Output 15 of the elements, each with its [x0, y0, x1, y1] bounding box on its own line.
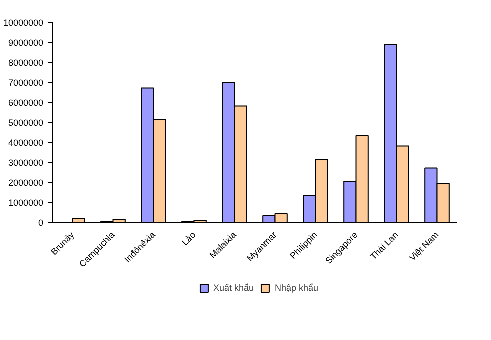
y-tick-label: 4000000: [8, 138, 44, 148]
y-tick-label: 2000000: [8, 178, 44, 188]
y-tick-label: 6000000: [8, 98, 44, 108]
legend-label: Nhập khẩu: [274, 283, 319, 293]
y-tick-label: 8000000: [8, 58, 44, 68]
y-tick-label: 7000000: [8, 78, 44, 88]
y-tick-label: 0: [38, 218, 44, 228]
y-tick-label: 9000000: [8, 38, 44, 48]
x-tick-label: Thái Lan: [368, 230, 400, 262]
x-tick-label: Lào: [180, 230, 198, 248]
y-tick-label: 3000000: [8, 158, 44, 168]
y-tick-label: 10000000: [3, 18, 44, 28]
y-tick-label: 5000000: [8, 118, 44, 128]
legend-label: Xuất khẩu: [213, 283, 254, 293]
y-tick-label: 1000000: [8, 198, 44, 208]
